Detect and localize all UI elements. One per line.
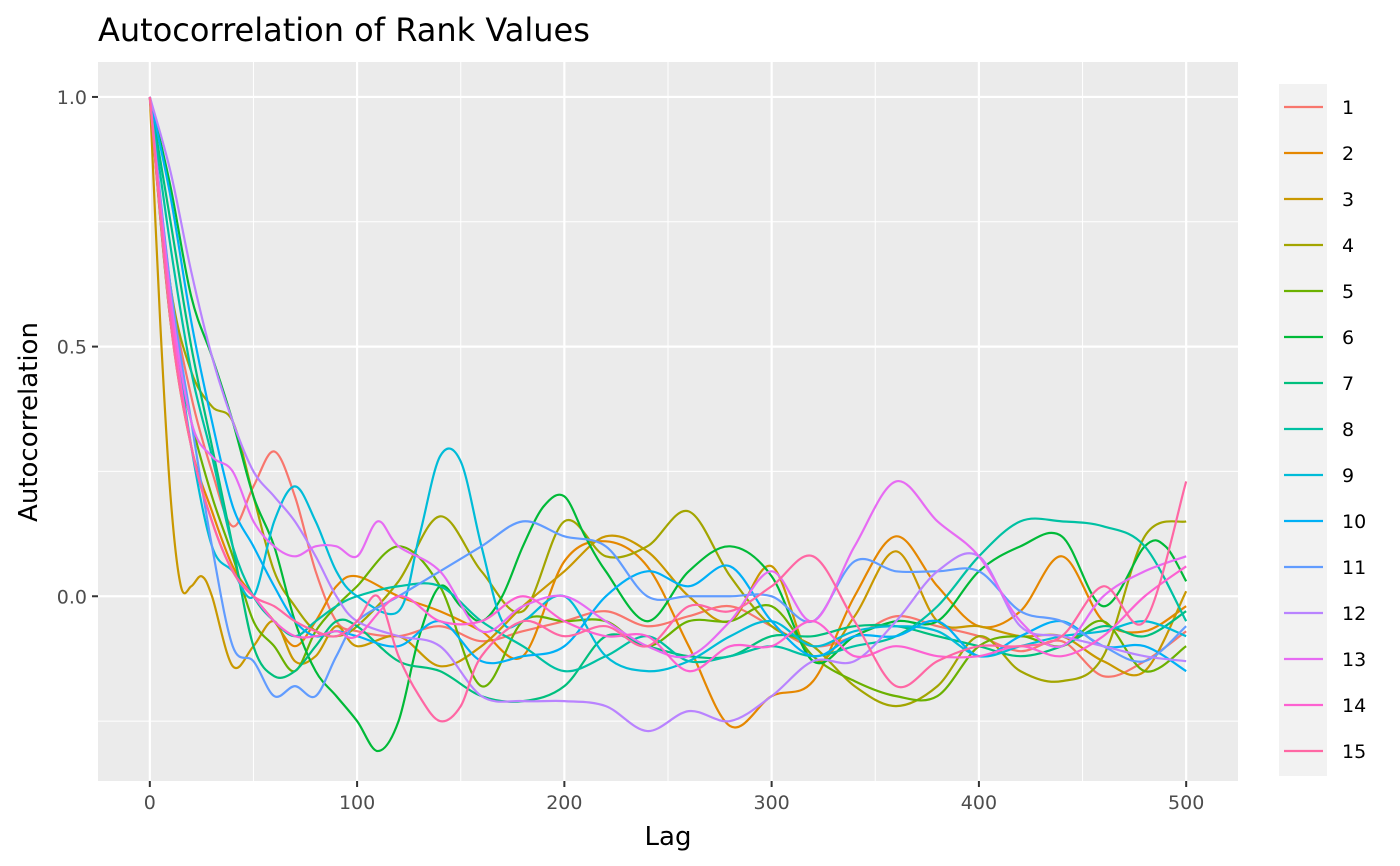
x-axis-title: Lag xyxy=(645,822,692,852)
legend-label-10: 10 xyxy=(1342,511,1366,533)
legend-label-9: 9 xyxy=(1342,465,1354,487)
x-tick-label: 200 xyxy=(546,792,582,814)
legend-label-3: 3 xyxy=(1342,189,1354,211)
chart-title: Autocorrelation of Rank Values xyxy=(98,11,590,49)
legend-label-8: 8 xyxy=(1342,419,1354,441)
legend-label-12: 12 xyxy=(1342,603,1366,625)
y-tick-label: 0.5 xyxy=(57,337,87,359)
legend-label-14: 14 xyxy=(1342,695,1366,717)
legend-label-11: 11 xyxy=(1342,557,1366,579)
legend-label-1: 1 xyxy=(1342,97,1354,119)
y-tick-label: 0.0 xyxy=(57,586,87,608)
series-line-13 xyxy=(148,96,1187,659)
x-tick-label: 500 xyxy=(1168,792,1204,814)
y-axis-title: Autocorrelation xyxy=(14,322,44,522)
major-gridlines xyxy=(98,62,1238,781)
x-tick-label: 400 xyxy=(961,792,997,814)
legend-label-5: 5 xyxy=(1342,281,1354,303)
series-line-2 xyxy=(148,96,1187,729)
legend-label-6: 6 xyxy=(1342,327,1354,349)
legend-label-7: 7 xyxy=(1342,373,1354,395)
x-tick-label: 300 xyxy=(754,792,790,814)
series-line-10 xyxy=(148,96,1187,673)
series-line-11 xyxy=(148,96,1187,699)
x-axis: 0 100 200 300 400 500 xyxy=(144,781,1204,814)
legend-label-15: 15 xyxy=(1342,741,1366,763)
x-tick-label: 100 xyxy=(339,792,375,814)
series-line-9 xyxy=(148,96,1187,673)
legend-label-2: 2 xyxy=(1342,143,1354,165)
legend-label-4: 4 xyxy=(1342,235,1354,257)
legend-label-13: 13 xyxy=(1342,649,1366,671)
y-tick-label: 1.0 xyxy=(57,87,87,109)
y-axis: 0.0 0.5 1.0 xyxy=(57,87,98,608)
series-lines xyxy=(148,96,1188,753)
x-tick-label: 0 xyxy=(144,792,156,814)
series-line-15 xyxy=(148,96,1188,723)
